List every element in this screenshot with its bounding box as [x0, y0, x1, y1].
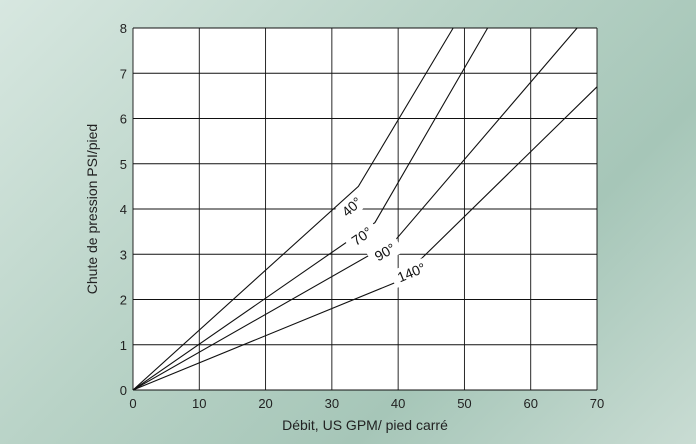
y-tick-label: 3	[120, 247, 127, 262]
x-tick-label: 20	[258, 396, 272, 411]
x-tick-label: 40	[391, 396, 405, 411]
y-tick-label: 2	[120, 293, 127, 308]
y-tick-label: 0	[120, 383, 127, 398]
x-tick-label: 60	[523, 396, 537, 411]
series-label-bg	[366, 235, 404, 268]
series-labels: 40°70°90°140°	[333, 188, 434, 289]
x-tick-label: 0	[129, 396, 136, 411]
y-tick-label: 7	[120, 66, 127, 81]
x-tick-label: 30	[325, 396, 339, 411]
series-line-2	[132, 27, 489, 391]
y-tick-label: 6	[120, 112, 127, 127]
x-tick-label: 70	[590, 396, 604, 411]
series-line-1	[132, 27, 454, 391]
y-tick-labels: 0 1 2 3 4 5 6 7 8	[120, 21, 127, 398]
series-label-bg	[342, 219, 381, 253]
grid-lines	[132, 27, 598, 391]
y-tick-label: 1	[120, 338, 127, 353]
series-label-bg	[389, 256, 434, 289]
y-tick-label: 5	[120, 157, 127, 172]
x-tick-label: 50	[457, 396, 471, 411]
series-label-bg	[333, 188, 371, 225]
y-axis-title: Chute de pression PSI/pied	[84, 124, 100, 294]
x-tick-label: 10	[192, 396, 206, 411]
y-tick-label: 4	[120, 202, 127, 217]
x-tick-labels: 0 10 20 30 40 50 60 70	[129, 396, 604, 411]
x-axis-title: Débit, US GPM/ pied carré	[282, 417, 448, 433]
y-tick-label: 8	[120, 21, 127, 36]
